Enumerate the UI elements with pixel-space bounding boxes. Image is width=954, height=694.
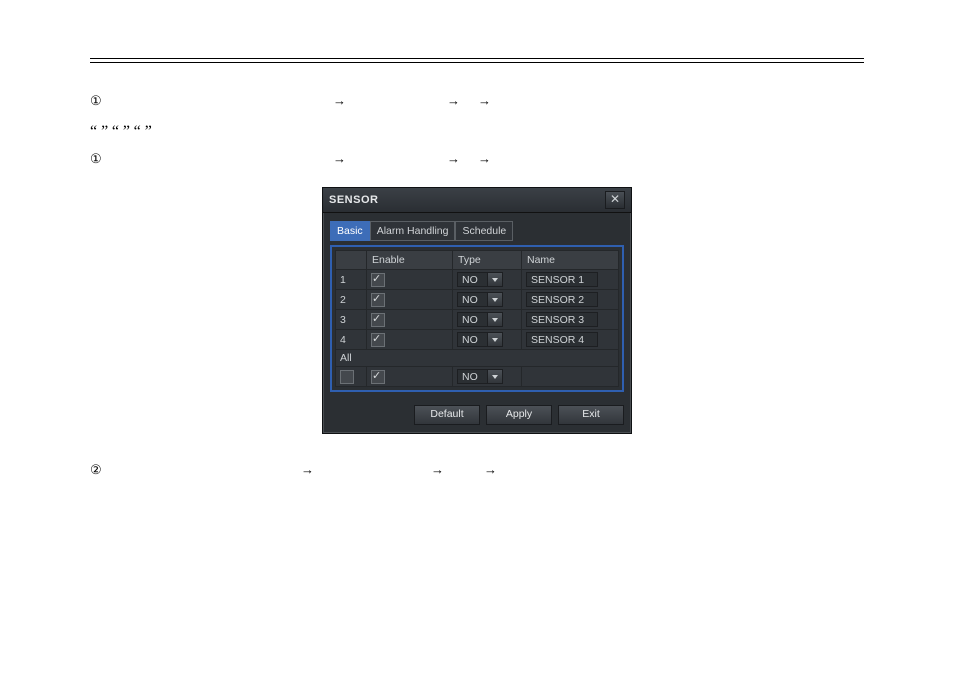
cell-type: NO: [453, 290, 522, 310]
chevron-down-icon: [487, 333, 502, 346]
type-select[interactable]: NO: [457, 332, 503, 347]
quote-pair: “ ”: [112, 123, 130, 140]
cell-name: SENSOR 4: [522, 330, 619, 350]
cell-enable: [367, 310, 453, 330]
type-select[interactable]: NO: [457, 292, 503, 307]
table-all-label-row: All: [336, 350, 619, 367]
type-value: NO: [462, 334, 478, 346]
table-row: 2 NO SENSOR 2: [336, 290, 619, 310]
close-button[interactable]: ✕: [605, 191, 625, 209]
cell-enable: [367, 330, 453, 350]
dialog-panel: Enable Type Name 1 NO SENSOR 1 2 N: [330, 245, 624, 392]
dialog-titlebar: SENSOR ✕: [323, 188, 631, 213]
type-value: NO: [462, 314, 478, 326]
apply-button[interactable]: Apply: [486, 405, 552, 425]
cell-name: SENSOR 3: [522, 310, 619, 330]
cell-enable: [367, 290, 453, 310]
row-index: 2: [336, 290, 367, 310]
table-row: 4 NO SENSOR 4: [336, 330, 619, 350]
cell-name: SENSOR 1: [522, 270, 619, 290]
table-all-row: NO: [336, 367, 619, 387]
table-row: 3 NO SENSOR 3: [336, 310, 619, 330]
step-line-1: ① → → →: [90, 93, 864, 115]
cell-type: NO: [453, 330, 522, 350]
col-enable: Enable: [367, 251, 453, 270]
double-horizontal-rule: [90, 58, 864, 63]
arrow-icon: →: [478, 151, 491, 166]
arrow-icon: →: [333, 151, 346, 166]
table-header-row: Enable Type Name: [336, 251, 619, 270]
page-body: ① → → → “ ” “ ” “ ” ① → → → SENSOR ✕ Bas…: [90, 93, 864, 484]
exit-button[interactable]: Exit: [558, 405, 624, 425]
cell-type: NO: [453, 270, 522, 290]
chevron-down-icon: [487, 370, 502, 383]
all-type-select[interactable]: NO: [457, 369, 503, 384]
name-input[interactable]: SENSOR 3: [526, 312, 598, 327]
col-index: [336, 251, 367, 270]
type-select[interactable]: NO: [457, 272, 503, 287]
tab-basic[interactable]: Basic: [330, 221, 370, 241]
arrow-icon: →: [447, 93, 460, 108]
name-input[interactable]: SENSOR 2: [526, 292, 598, 307]
all-enable-checkbox[interactable]: [371, 370, 385, 384]
quote-pair: “ ”: [90, 123, 108, 140]
cell-name: SENSOR 2: [522, 290, 619, 310]
dialog-tabs: Basic Alarm Handling Schedule: [323, 213, 631, 241]
type-value: NO: [462, 274, 478, 286]
enable-checkbox[interactable]: [371, 313, 385, 327]
arrow-icon: →: [484, 462, 497, 477]
chevron-down-icon: [487, 313, 502, 326]
chevron-down-icon: [487, 273, 502, 286]
cell-all-name: [522, 367, 619, 387]
name-input[interactable]: SENSOR 4: [526, 332, 598, 347]
col-name: Name: [522, 251, 619, 270]
tab-alarm-handling[interactable]: Alarm Handling: [370, 221, 456, 241]
enable-checkbox[interactable]: [371, 273, 385, 287]
table-row: 1 NO SENSOR 1: [336, 270, 619, 290]
arrow-icon: →: [447, 151, 460, 166]
cell-type: NO: [453, 310, 522, 330]
chevron-down-icon: [487, 293, 502, 306]
all-label: All: [336, 350, 619, 367]
col-type: Type: [453, 251, 522, 270]
all-master-checkbox[interactable]: [340, 370, 354, 384]
cell-all-type: NO: [453, 367, 522, 387]
step-line-3: ② → → →: [90, 462, 864, 484]
arrow-icon: →: [301, 462, 314, 477]
arrow-icon: →: [333, 93, 346, 108]
cell-all-enable: [367, 367, 453, 387]
cell-all-master: [336, 367, 367, 387]
arrow-icon: →: [431, 462, 444, 477]
step-number-1b: ①: [90, 151, 108, 167]
enable-checkbox[interactable]: [371, 333, 385, 347]
row-index: 1: [336, 270, 367, 290]
sensor-dialog: SENSOR ✕ Basic Alarm Handling Schedule E…: [322, 187, 632, 434]
type-value: NO: [462, 371, 478, 383]
name-input[interactable]: SENSOR 1: [526, 272, 598, 287]
dialog-title: SENSOR: [329, 194, 378, 206]
row-index: 4: [336, 330, 367, 350]
step-line-2: ① → → →: [90, 151, 864, 173]
step-number-1: ①: [90, 93, 108, 109]
type-value: NO: [462, 294, 478, 306]
quote-line: “ ” “ ” “ ”: [90, 123, 864, 145]
row-index: 3: [336, 310, 367, 330]
arrow-icon: →: [478, 93, 491, 108]
dialog-footer: Default Apply Exit: [323, 399, 631, 433]
enable-checkbox[interactable]: [371, 293, 385, 307]
tab-schedule[interactable]: Schedule: [455, 221, 513, 241]
sensor-table: Enable Type Name 1 NO SENSOR 1 2 N: [335, 250, 619, 387]
default-button[interactable]: Default: [414, 405, 480, 425]
quote-pair: “ ”: [134, 123, 152, 140]
step-number-2: ②: [90, 462, 108, 478]
cell-enable: [367, 270, 453, 290]
type-select[interactable]: NO: [457, 312, 503, 327]
sensor-dialog-wrap: SENSOR ✕ Basic Alarm Handling Schedule E…: [322, 187, 632, 434]
